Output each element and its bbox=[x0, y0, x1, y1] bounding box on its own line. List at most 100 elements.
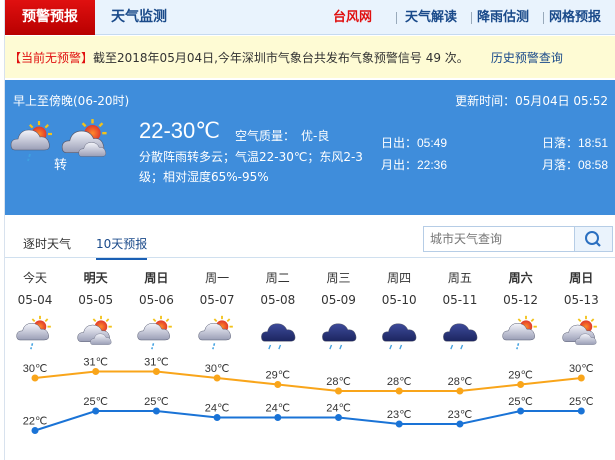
high-temp-point bbox=[152, 368, 160, 375]
high-temp-point bbox=[274, 381, 282, 388]
current-weather-panel: 早上至傍晚(06-20时) 更新时间：05月04日 05:52 转 22-30℃… bbox=[5, 80, 615, 215]
weekday: 今天 bbox=[22, 271, 47, 285]
high-temp-label: 30℃ bbox=[23, 363, 48, 375]
nav-typhoon[interactable]: 台风网 bbox=[333, 10, 373, 25]
heavy-rain-icon bbox=[440, 315, 480, 358]
low-temp-point bbox=[152, 407, 160, 415]
alert-text: 截至2018年05月04日,今年深圳市气象台共发布气象预警信号 49 次。 bbox=[93, 51, 469, 65]
high-temp-label: 28℃ bbox=[448, 376, 473, 388]
divider bbox=[543, 12, 544, 24]
nav-grid-forecast[interactable]: 网格预报 bbox=[549, 10, 602, 25]
low-temp-label: 23℃ bbox=[387, 409, 412, 421]
city-search bbox=[423, 226, 613, 252]
high-temp-point bbox=[456, 387, 464, 395]
moonset: 月落：08:58 bbox=[541, 158, 608, 172]
moonrise: 月出：22:36 bbox=[381, 158, 448, 172]
date: 05-06 bbox=[138, 293, 174, 307]
low-temp-label: 23℃ bbox=[448, 409, 473, 421]
nav-interpret[interactable]: 天气解读 bbox=[405, 10, 458, 25]
low-temp-point bbox=[395, 420, 403, 428]
high-temp-label: 30℃ bbox=[569, 363, 594, 375]
air-quality-value: 优-良 bbox=[301, 129, 330, 143]
low-temp-label: 22℃ bbox=[23, 416, 48, 428]
weekday: 周五 bbox=[447, 271, 472, 285]
low-temp-label: 25℃ bbox=[83, 396, 108, 408]
history-alerts-link[interactable]: 历史预警查询 bbox=[490, 51, 563, 65]
tab-ten-day[interactable]: 10天预报 bbox=[96, 235, 148, 260]
sunrise: 日出：05:49 bbox=[381, 136, 448, 150]
low-temp-point bbox=[31, 427, 39, 434]
high-temp-point bbox=[577, 374, 585, 382]
high-temp-point bbox=[335, 387, 342, 395]
low-temp-point bbox=[274, 414, 282, 421]
forecast-period: 早上至傍晚(06-20时) bbox=[13, 94, 130, 108]
partly-cloudy-icon bbox=[76, 315, 116, 358]
low-temp-label: 24℃ bbox=[266, 403, 291, 415]
nav-rain-estimate[interactable]: 降雨估测 bbox=[477, 10, 530, 25]
weekday: 明天 bbox=[83, 271, 108, 285]
divider bbox=[396, 12, 397, 24]
heavy-rain-icon bbox=[379, 315, 419, 358]
alert-status: 【当前无预警】 bbox=[9, 51, 94, 65]
high-temp-label: 28℃ bbox=[326, 376, 351, 388]
low-temp-label: 25℃ bbox=[508, 396, 533, 408]
weekday: 周日 bbox=[144, 271, 169, 285]
low-temp-point bbox=[213, 414, 221, 421]
tab-weather-monitor[interactable]: 天气监测 bbox=[111, 9, 167, 25]
tab-hourly[interactable]: 逐时天气 bbox=[23, 237, 72, 251]
high-temp-label: 29℃ bbox=[266, 370, 291, 382]
date: 05-09 bbox=[321, 293, 356, 307]
partly-cloudy-rain-icon bbox=[136, 315, 176, 358]
high-temp-point bbox=[31, 374, 39, 382]
air-quality: 空气质量： 优-良 bbox=[235, 127, 329, 144]
low-temp-label: 25℃ bbox=[569, 396, 594, 408]
search-icon bbox=[585, 231, 601, 247]
tab-warning-forecast[interactable]: 预警预报 bbox=[5, 0, 95, 35]
partly-cloudy-icon bbox=[60, 118, 112, 173]
partly-cloudy-rain-icon bbox=[501, 315, 541, 358]
high-temp-label: 31℃ bbox=[144, 357, 169, 369]
heavy-rain-icon bbox=[258, 315, 298, 358]
update-time: 更新时间：05月04日 05:52 bbox=[455, 94, 608, 108]
partly-cloudy-rain-icon bbox=[15, 315, 55, 358]
weekday: 周二 bbox=[265, 271, 290, 285]
weekday: 周四 bbox=[387, 271, 412, 285]
weekday: 周日 bbox=[569, 271, 594, 285]
low-temp-point bbox=[577, 407, 585, 415]
divider bbox=[471, 12, 472, 24]
low-temp-label: 24℃ bbox=[326, 403, 351, 415]
weekday: 周六 bbox=[508, 271, 533, 285]
date: 05-13 bbox=[563, 293, 599, 307]
date: 05-05 bbox=[78, 293, 114, 307]
partly-cloudy-rain-icon bbox=[197, 315, 237, 358]
date: 05-08 bbox=[260, 293, 296, 307]
high-temp-label: 30℃ bbox=[205, 363, 230, 375]
weather-description: 分散阵雨转多云；气温22-30℃；东风2-3级；相对湿度65%-95% bbox=[139, 150, 363, 184]
city-search-input[interactable] bbox=[424, 227, 575, 251]
low-temp-label: 24℃ bbox=[205, 403, 230, 415]
heavy-rain-icon bbox=[319, 315, 359, 358]
high-temp-point bbox=[395, 387, 403, 395]
partly-cloudy-rain-icon bbox=[9, 120, 57, 171]
alert-bar: 【当前无预警】截至2018年05月04日,今年深圳市气象台共发布气象预警信号 4… bbox=[5, 36, 615, 78]
high-temp-label: 31℃ bbox=[83, 357, 108, 369]
high-temp-line bbox=[34, 370, 582, 392]
low-temp-label: 25℃ bbox=[144, 396, 169, 408]
search-button[interactable] bbox=[575, 227, 612, 251]
date: 05-12 bbox=[503, 293, 539, 307]
low-temp-point bbox=[335, 414, 342, 421]
weather-widget: 预警预报 天气监测 台风网 天气解读 降雨估测 网格预报 【当前无预警】截至20… bbox=[4, 0, 615, 460]
date: 05-11 bbox=[442, 293, 478, 307]
forecast-tabs: 逐时天气 10天预报 bbox=[5, 218, 615, 260]
date: 05-07 bbox=[199, 293, 235, 307]
sunset: 日落：18:51 bbox=[541, 136, 608, 150]
high-temp-label: 29℃ bbox=[508, 370, 533, 382]
low-temp-point bbox=[92, 407, 100, 415]
high-temp-point bbox=[213, 374, 221, 382]
air-quality-label: 空气质量： bbox=[235, 129, 296, 143]
high-temp-point bbox=[92, 368, 100, 375]
weekday: 周一 bbox=[205, 271, 230, 285]
high-temp-point bbox=[517, 381, 525, 388]
weekday: 周三 bbox=[326, 271, 351, 285]
low-temp-point bbox=[456, 420, 464, 428]
